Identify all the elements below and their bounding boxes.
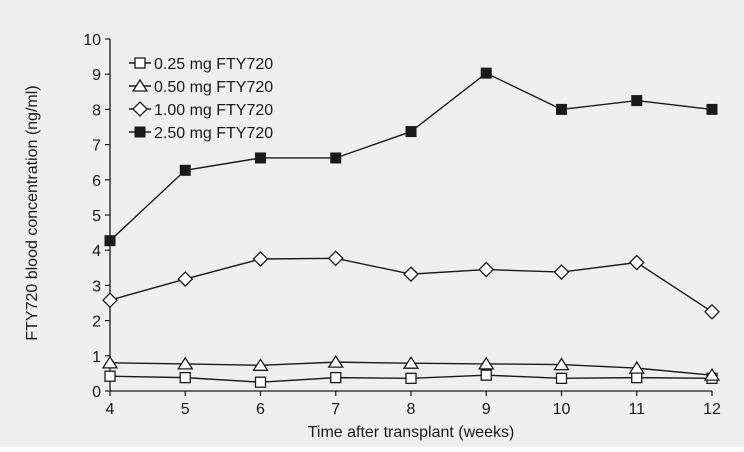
data-point — [179, 371, 191, 384]
legend-item: 0.50 mg FTY720 — [129, 78, 273, 96]
data-point — [480, 67, 492, 79]
legend-item: 0.25 mg FTY720 — [129, 56, 273, 73]
y-tick-label: 9 — [92, 67, 101, 84]
x-tick-label: 5 — [181, 401, 190, 418]
legend-label: 2.50 mg FTY720 — [154, 125, 273, 142]
legend: 0.25 mg FTY720 0.50 mg FTY720 1.00 mg FTY7… — [129, 56, 273, 142]
y-tick-label: 0 — [92, 384, 101, 401]
legend-label: 0.50 mg FTY720 — [154, 79, 273, 96]
data-point — [553, 264, 570, 280]
x-tick-label: 10 — [553, 401, 571, 418]
x-tick-label: 7 — [331, 401, 340, 418]
y-tick-label: 3 — [92, 278, 101, 295]
series-layer — [101, 67, 721, 388]
data-point — [402, 355, 420, 369]
data-point — [628, 254, 645, 271]
y-tick-label: 4 — [92, 243, 101, 260]
data-point — [327, 250, 344, 267]
data-point — [555, 372, 568, 384]
data-point — [252, 358, 269, 371]
series-4 — [104, 67, 718, 247]
y-tick-label: 8 — [92, 102, 101, 119]
data-point — [556, 103, 567, 115]
legend-item: 1.00 mg FTY720 — [129, 101, 273, 119]
legend-label: 1.00 mg FTY720 — [154, 102, 273, 119]
data-point — [403, 266, 419, 283]
x-tick-label: 9 — [482, 401, 491, 418]
y-tick-label: 2 — [92, 314, 101, 331]
series-2 — [101, 354, 721, 381]
data-point — [704, 303, 720, 320]
y-tick-label: 6 — [92, 173, 101, 190]
x-axis-label: Time after transplant (weeks) — [308, 424, 515, 441]
data-point — [179, 164, 191, 176]
x-tick-label: 6 — [256, 401, 265, 418]
legend-marker — [132, 101, 148, 117]
y-tick-label: 1 — [92, 349, 101, 366]
data-point — [628, 360, 645, 374]
data-point — [405, 126, 417, 138]
data-point — [252, 251, 269, 267]
x-tick-label: 8 — [407, 401, 416, 418]
data-point — [631, 95, 643, 107]
x-tick-label: 4 — [106, 401, 115, 418]
x-tick-label: 12 — [703, 401, 721, 418]
data-point — [330, 152, 342, 164]
legend-marker — [134, 126, 146, 138]
series-1 — [104, 369, 718, 388]
data-point — [405, 372, 417, 384]
y-tick-label: 5 — [92, 208, 101, 225]
data-point — [102, 292, 118, 309]
data-point — [177, 356, 194, 370]
data-point — [327, 354, 344, 368]
legend-marker — [134, 57, 146, 69]
data-point — [101, 355, 119, 369]
x-tick-label: 11 — [628, 401, 645, 418]
data-point — [703, 367, 721, 381]
data-point — [631, 371, 643, 384]
data-point — [177, 271, 194, 287]
data-point — [480, 369, 492, 381]
data-point — [478, 261, 495, 278]
data-point — [706, 103, 718, 115]
series-line — [109, 72, 713, 242]
data-point — [330, 371, 342, 384]
y-tick-label: 10 — [83, 32, 101, 49]
legend-item: 2.50 mg FTY720 — [129, 125, 273, 142]
y-axis-label: FTY720 blood concentration (ng/ml) — [24, 85, 41, 340]
legend-marker — [131, 78, 149, 92]
data-point — [553, 357, 570, 371]
data-point — [255, 152, 266, 164]
data-point — [104, 370, 116, 382]
data-point — [104, 235, 116, 247]
data-point — [254, 376, 267, 388]
y-tick-label: 7 — [92, 138, 101, 155]
legend-label: 0.25 mg FTY720 — [154, 56, 273, 73]
series-3 — [102, 250, 720, 320]
data-point — [478, 356, 495, 370]
